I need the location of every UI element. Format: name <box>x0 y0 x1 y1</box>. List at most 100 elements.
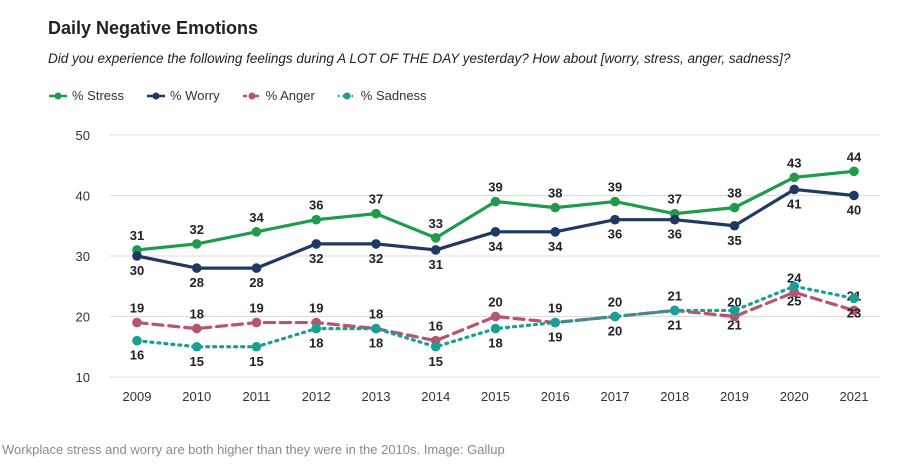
chart-title: Daily Negative Emotions <box>48 18 259 38</box>
data-label-worry: 35 <box>727 233 741 248</box>
data-point-stress <box>490 196 501 207</box>
data-point-sadness <box>371 323 381 334</box>
data-point-anger <box>849 305 859 316</box>
data-label-anger: 20 <box>608 295 622 310</box>
data-point-stress <box>789 172 800 183</box>
data-point-stress <box>251 227 262 237</box>
data-point-stress <box>849 166 859 177</box>
x-tick-label: 2013 <box>362 389 391 404</box>
image-caption: Workplace stress and worry are both high… <box>2 442 505 457</box>
data-point-anger <box>132 317 142 328</box>
data-point-stress <box>610 196 620 207</box>
legend-item-worry: % Worry <box>146 88 220 103</box>
legend-label-anger: % Anger <box>265 88 315 103</box>
data-label-anger: 16 <box>429 319 443 334</box>
data-point-worry <box>789 184 800 195</box>
data-point-stress <box>311 214 322 225</box>
legend-item-stress: % Stress <box>48 88 124 103</box>
data-label-stress: 38 <box>727 186 741 201</box>
data-point-worry <box>669 214 680 225</box>
data-label-anger: 20 <box>727 295 741 310</box>
legend: % Stress % Worry % Anger % Sadness <box>48 88 427 103</box>
x-tick-label: 2020 <box>780 389 809 404</box>
data-label-stress: 37 <box>668 192 682 207</box>
data-point-stress <box>371 208 381 219</box>
data-label-stress: 39 <box>488 180 502 195</box>
x-tick-label: 2021 <box>840 389 869 404</box>
data-point-anger <box>251 317 262 328</box>
data-label-anger: 18 <box>369 307 383 322</box>
legend-label-stress: % Stress <box>72 88 125 103</box>
data-label-worry: 41 <box>787 196 801 211</box>
x-tick-label: 2016 <box>541 389 570 404</box>
data-point-sadness <box>610 311 620 322</box>
data-label-sadness: 21 <box>727 317 741 332</box>
x-tick-label: 2014 <box>421 389 450 404</box>
data-label-worry: 31 <box>429 257 443 272</box>
legend-label-sadness: % Sadness <box>360 88 427 103</box>
data-point-worry <box>371 239 381 249</box>
x-tick-label: 2009 <box>123 389 152 404</box>
x-tick-label: 2011 <box>243 389 271 404</box>
data-point-worry <box>490 227 501 237</box>
data-label-anger: 20 <box>488 295 502 310</box>
data-label-sadness: 15 <box>429 354 443 369</box>
x-tick-label: 2019 <box>720 389 749 404</box>
data-label-sadness: 18 <box>369 336 383 351</box>
x-tick-label: 2010 <box>182 389 211 404</box>
data-label-stress: 39 <box>608 180 622 195</box>
data-label-anger: 19 <box>249 301 263 316</box>
x-tick-label: 2012 <box>302 389 331 404</box>
data-point-stress <box>191 239 202 249</box>
data-label-sadness: 15 <box>190 354 204 369</box>
data-point-worry <box>191 263 202 273</box>
legend-swatch-anger <box>242 92 261 99</box>
data-point-anger <box>490 311 501 322</box>
data-point-worry <box>251 263 262 273</box>
data-label-worry: 32 <box>309 251 323 266</box>
data-point-sadness <box>729 305 740 316</box>
data-label-stress: 44 <box>847 149 862 164</box>
data-label-sadness: 25 <box>787 293 801 308</box>
data-label-sadness: 20 <box>608 324 622 339</box>
data-label-sadness: 21 <box>668 317 682 332</box>
data-point-sadness <box>789 281 800 292</box>
data-point-stress <box>430 233 441 243</box>
chart-subtitle: Did you experience the following feeling… <box>48 51 791 66</box>
data-label-stress: 31 <box>130 228 144 243</box>
data-point-worry <box>610 214 620 225</box>
data-label-worry: 28 <box>190 275 204 290</box>
data-point-anger <box>191 323 202 334</box>
x-tick-label: 2015 <box>481 389 510 404</box>
data-label-sadness: 19 <box>548 330 562 345</box>
data-label-worry: 30 <box>130 263 144 278</box>
legend-label-worry: % Worry <box>170 88 220 103</box>
legend-item-anger: % Anger <box>242 88 315 103</box>
data-label-anger: 19 <box>130 301 144 316</box>
data-point-sadness <box>191 341 202 352</box>
legend-swatch-stress <box>49 92 67 99</box>
data-label-worry: 40 <box>847 203 861 218</box>
data-label-sadness: 15 <box>249 354 263 369</box>
data-label-stress: 33 <box>429 216 443 231</box>
data-point-sadness <box>311 323 322 334</box>
y-tick-label: 40 <box>76 189 90 204</box>
y-tick-label: 10 <box>76 370 90 385</box>
data-label-worry: 32 <box>369 251 383 266</box>
data-point-sadness <box>251 341 262 352</box>
data-point-worry <box>311 239 322 249</box>
y-tick-label: 20 <box>76 310 90 325</box>
data-label-anger: 24 <box>787 270 802 285</box>
data-point-sadness <box>849 293 859 304</box>
data-point-stress <box>729 202 740 213</box>
y-tick-label: 30 <box>76 249 90 264</box>
data-label-anger: 18 <box>190 307 204 322</box>
data-label-stress: 37 <box>369 192 383 207</box>
data-label-anger: 19 <box>548 301 562 316</box>
data-label-stress: 32 <box>190 222 204 237</box>
y-tick-label: 50 <box>76 128 90 143</box>
data-point-sadness <box>669 305 680 316</box>
data-label-stress: 38 <box>548 186 562 201</box>
data-point-sadness <box>490 323 501 334</box>
